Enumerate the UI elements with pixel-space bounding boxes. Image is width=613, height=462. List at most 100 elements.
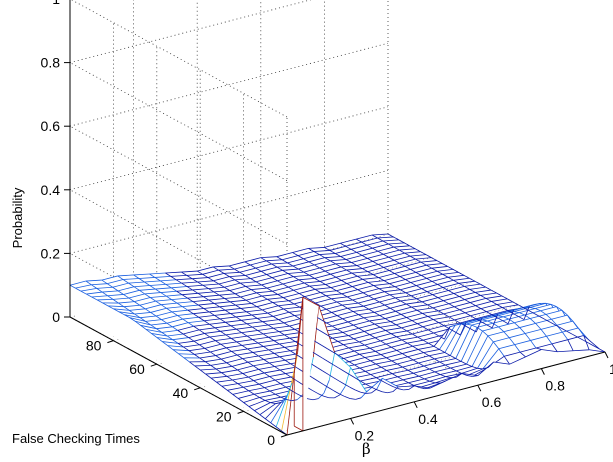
mesh-segment — [363, 315, 380, 319]
mesh-segment — [202, 284, 209, 289]
mesh-segment — [384, 289, 401, 293]
mesh-segment — [319, 281, 326, 285]
mesh-segment — [327, 373, 334, 379]
mesh-segment — [134, 312, 151, 315]
mesh-segment — [186, 286, 193, 291]
mesh-segment — [224, 296, 241, 299]
mesh-segment — [453, 279, 460, 284]
mesh-segment — [369, 318, 386, 322]
mesh-segment — [341, 304, 348, 309]
mesh-segment — [535, 318, 552, 324]
mesh-segment — [188, 347, 205, 352]
mesh-segment — [518, 316, 525, 320]
mesh-segment — [392, 369, 409, 375]
mesh-segment — [480, 308, 487, 312]
mesh-segment — [464, 295, 481, 300]
mesh-segment — [382, 239, 399, 242]
mesh-segment — [229, 301, 236, 306]
mesh-segment — [402, 379, 409, 384]
grid-line — [69, 0, 312, 63]
mesh-segment — [363, 301, 380, 307]
mesh-segment — [288, 286, 294, 291]
x-tick-label: 1 — [609, 361, 613, 377]
mesh-segment — [242, 373, 249, 378]
mesh-segment — [368, 304, 385, 310]
mesh-segment — [294, 315, 301, 320]
mesh-segment — [262, 331, 280, 335]
mesh-segment — [410, 268, 417, 273]
mesh-segment — [561, 328, 568, 332]
mesh-segment — [380, 336, 397, 342]
mesh-segment — [276, 266, 283, 271]
mesh-segment — [380, 354, 387, 359]
z-tick-label: 0.4 — [41, 182, 61, 198]
mesh-segment — [312, 398, 319, 401]
mesh-segment — [384, 291, 391, 296]
mesh-segment — [496, 301, 513, 305]
mesh-segment — [487, 320, 494, 324]
mesh-segment — [346, 269, 353, 274]
mesh-segment — [292, 265, 299, 270]
mesh-segment — [330, 273, 337, 278]
mesh-segment — [345, 245, 352, 250]
mesh-segment — [230, 311, 247, 314]
mesh-segment — [366, 244, 373, 249]
mesh-segment — [491, 298, 508, 302]
mesh-segment — [181, 270, 198, 273]
mesh-segment — [487, 361, 494, 368]
mesh-segment — [228, 265, 235, 270]
mesh-segment — [321, 315, 338, 321]
mesh-segment — [347, 307, 354, 312]
mesh-segment — [297, 255, 304, 260]
mesh-segment — [439, 358, 456, 363]
mesh-segment — [204, 348, 211, 353]
mesh-segment — [197, 292, 204, 298]
mesh-segment — [380, 340, 387, 345]
mesh-segment — [387, 233, 394, 238]
mesh-segment — [399, 249, 405, 254]
mesh-segment — [449, 323, 467, 356]
mesh-segment — [138, 277, 155, 279]
mesh-segment — [377, 246, 394, 252]
mesh-segment — [288, 311, 295, 316]
mesh-segment — [171, 297, 188, 301]
mesh-segment — [229, 285, 246, 291]
mesh-segment — [144, 280, 161, 283]
grid-line — [69, 170, 389, 254]
mesh-segment — [209, 321, 226, 325]
mesh-segment — [395, 297, 401, 302]
mesh-segment — [187, 309, 194, 315]
mesh-segment — [550, 303, 557, 308]
mesh-segment — [487, 315, 493, 318]
mesh-segment — [493, 361, 510, 365]
mesh-segment — [269, 376, 276, 381]
mesh-segment — [118, 301, 135, 304]
mesh-segment — [316, 341, 323, 346]
mesh-segment — [454, 319, 461, 324]
mesh-segment — [455, 324, 472, 359]
mesh-segment — [353, 338, 360, 343]
mesh-segment — [277, 294, 284, 298]
mesh-segment — [471, 324, 478, 328]
mesh-segment — [263, 359, 270, 364]
mesh-segment — [341, 289, 358, 295]
mesh-segment — [276, 256, 283, 261]
mesh-segment — [352, 308, 369, 312]
mesh-segment — [400, 314, 407, 318]
mesh-segment — [535, 347, 542, 350]
mesh-segment — [423, 352, 430, 357]
mesh-segment — [213, 290, 230, 293]
mesh-segment — [421, 297, 439, 303]
mesh-segment — [309, 284, 326, 287]
mesh-segment — [293, 285, 310, 291]
mesh-segment — [264, 387, 271, 392]
mesh-segment — [422, 312, 429, 317]
mesh-segment — [86, 291, 103, 295]
mesh-segment — [269, 373, 286, 377]
mesh-segment — [429, 376, 446, 382]
mesh-segment — [324, 247, 331, 251]
mesh-segment — [350, 398, 356, 400]
mesh-segment — [237, 369, 244, 374]
mesh-segment — [277, 265, 294, 268]
mesh-segment — [366, 377, 383, 393]
